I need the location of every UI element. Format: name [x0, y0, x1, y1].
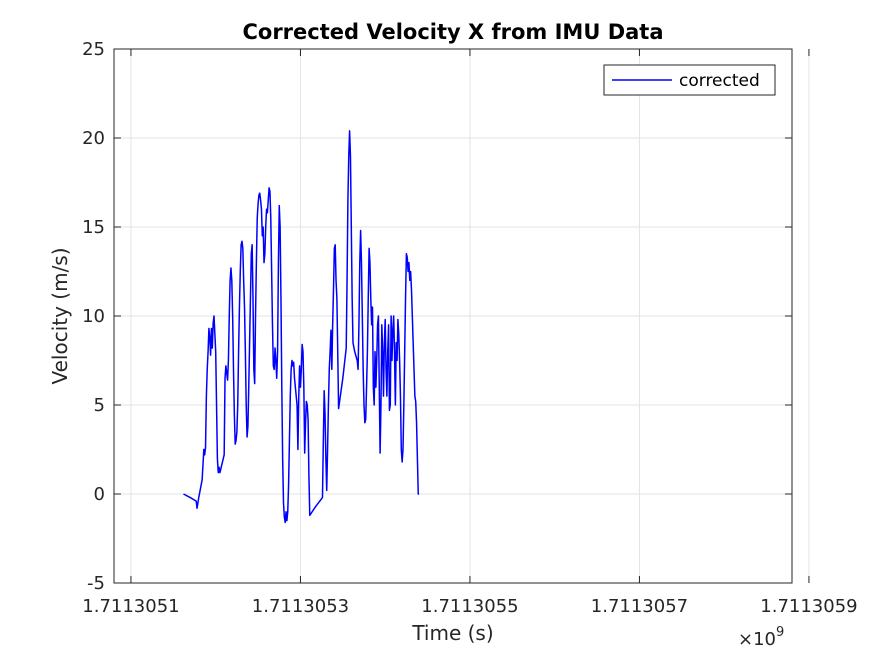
x-tick-label: 1.7113051	[82, 596, 179, 617]
y-tick-label: 15	[82, 217, 105, 238]
legend-label-corrected: corrected	[679, 71, 760, 91]
x-tick-label: 1.7113059	[760, 596, 857, 617]
y-tick-label: -5	[87, 573, 105, 594]
y-tick-label: 10	[82, 306, 105, 327]
x-axis-label: Time (s)	[411, 621, 493, 645]
series-line-corrected	[183, 130, 420, 524]
series-layer	[183, 130, 420, 524]
chart-title: Corrected Velocity X from IMU Data	[242, 20, 663, 44]
y-tick-label: 25	[82, 39, 105, 60]
y-tick-label: 0	[94, 484, 105, 505]
x-axis-exponent: ×109	[738, 625, 784, 650]
plot-frame	[113, 48, 793, 584]
y-tick-labels: -5 0 5 10 15 20 25	[82, 39, 105, 594]
y-tick-label: 5	[94, 395, 105, 416]
x-tick-label: 1.7113053	[252, 596, 349, 617]
x-tick-label: 1.7113055	[421, 596, 518, 617]
y-axis-label: Velocity (m/s)	[48, 247, 72, 384]
x-tick-labels: 1.7113051 1.7113053 1.7113055 1.7113057 1.71…	[82, 596, 857, 617]
y-tick-label: 20	[82, 128, 105, 149]
x-exponent-base: ×10	[738, 629, 776, 650]
x-exponent-power: 9	[776, 625, 784, 640]
x-tick-label: 1.7113057	[591, 596, 688, 617]
legend[interactable]: corrected	[603, 64, 776, 96]
